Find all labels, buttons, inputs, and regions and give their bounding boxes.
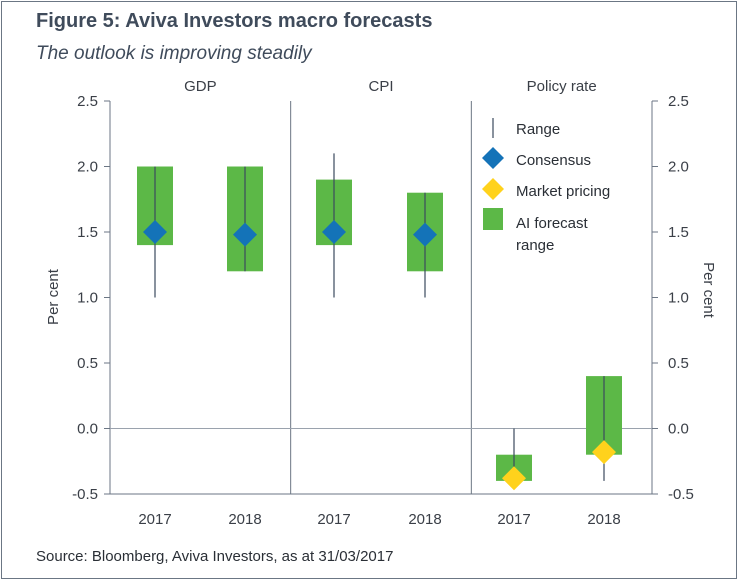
- x-tick-label: 2018: [408, 511, 441, 528]
- x-tick-label: 2018: [587, 511, 620, 528]
- y-tick-label-right: -0.5: [668, 486, 694, 503]
- legend-forecast-label: AI forecast range: [516, 215, 589, 254]
- y-tick-label-left: 2.0: [77, 159, 98, 176]
- figure-title: Figure 5: Aviva Investors macro forecast…: [36, 10, 433, 32]
- y-tick-label-right: 1.5: [668, 224, 689, 241]
- legend-range-label: Range: [516, 121, 560, 138]
- y-tick-label-left: 1.0: [77, 290, 98, 307]
- y-tick-label-left: 0.5: [77, 355, 98, 372]
- legend-consensus-label: Consensus: [516, 152, 591, 169]
- market-pricing-marker: [502, 466, 526, 491]
- y-tick-label-left: 1.5: [77, 224, 98, 241]
- y-tick-label-left: -0.5: [72, 486, 98, 503]
- panel-title: CPI: [368, 78, 393, 95]
- panel-title: GDP: [184, 78, 217, 95]
- y-tick-label-right: 1.0: [668, 290, 689, 307]
- legend-market-label: Market pricing: [516, 183, 610, 200]
- consensus-marker: [233, 222, 257, 247]
- x-tick-label: 2018: [228, 511, 261, 528]
- y-tick-label-right: 2.0: [668, 159, 689, 176]
- consensus-marker: [143, 220, 167, 244]
- y-tick-label-left: 2.5: [77, 93, 98, 110]
- x-tick-label: 2017: [497, 511, 530, 528]
- y-tick-label-right: 0.0: [668, 421, 689, 438]
- y-tick-label-right: 0.5: [668, 355, 689, 372]
- consensus-marker: [322, 220, 346, 244]
- legend-consensus-swatch: [482, 147, 504, 169]
- x-tick-label: 2017: [317, 511, 350, 528]
- consensus-marker: [413, 222, 437, 247]
- y-axis-title-left: Per cent: [45, 268, 62, 325]
- figure-subtitle: The outlook is improving steadily: [36, 43, 312, 64]
- legend-market-swatch: [482, 178, 504, 200]
- panel-title: Policy rate: [527, 78, 597, 95]
- market-pricing-marker: [592, 440, 616, 465]
- x-tick-label: 2017: [138, 511, 171, 528]
- source-note: Source: Bloomberg, Aviva Investors, as a…: [36, 548, 394, 565]
- y-tick-label-left: 0.0: [77, 421, 98, 438]
- y-axis-title-right: Per cent: [700, 262, 717, 319]
- legend-forecast-swatch: [483, 208, 503, 230]
- y-tick-label-right: 2.5: [668, 93, 689, 110]
